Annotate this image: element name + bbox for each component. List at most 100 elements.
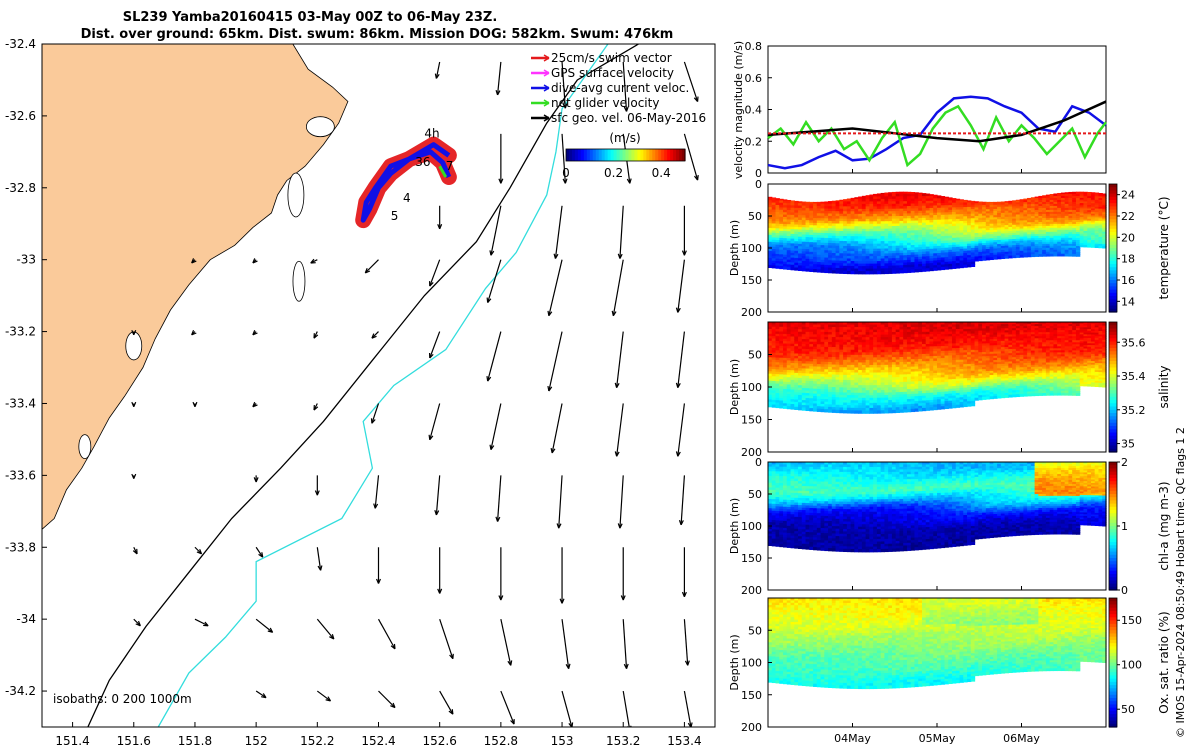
geo-velocity-head: [694, 175, 699, 181]
geo-velocity-vector: [489, 205, 502, 256]
legend-label: sfc geo. vel. 06-May-2016: [551, 111, 706, 125]
geo-velocity-head: [313, 333, 319, 339]
heatmap-y-tick-label: 50: [748, 210, 762, 223]
y-tick-label: -34: [16, 612, 36, 626]
heatmap-cell: [880, 410, 886, 414]
heatmap-cell: [895, 270, 901, 274]
heatmap-cell: [839, 409, 844, 414]
velocity-y-label: velocity magnitude (m/s): [732, 41, 745, 179]
heatmap-colorbar-tick-label: 22: [1121, 210, 1135, 223]
geo-velocity-vector: [675, 403, 686, 457]
geo-velocity-vector: [486, 259, 502, 303]
heatmap-cell: [1008, 255, 1013, 259]
legend-label: dive-avg current veloc.: [551, 81, 689, 95]
heatmap-cell: [1023, 254, 1028, 258]
heatmap-cell: [1060, 253, 1066, 257]
geo-velocity-vector: [495, 61, 502, 96]
heatmap-cell: [824, 269, 829, 274]
heatmap-cell: [1094, 245, 1100, 249]
heatmap-cell: [978, 258, 983, 262]
x-tick-label: 153.2: [606, 734, 640, 748]
coastal-lake-1: [287, 172, 305, 218]
heatmap-cell: [846, 410, 852, 414]
geo-velocity-shaft: [435, 61, 441, 79]
geo-velocity-head: [191, 330, 197, 336]
heatmap-cell: [861, 271, 867, 275]
heatmap-cell: [959, 265, 964, 269]
geo-velocity-shaft: [551, 403, 563, 454]
geo-velocity-head: [562, 103, 568, 109]
geo-velocity-shaft: [364, 259, 379, 274]
heatmap-cell: [906, 409, 912, 413]
geo-velocity-vector: [611, 259, 624, 317]
geo-velocity-shaft: [677, 259, 686, 313]
heatmap-cell: [835, 409, 840, 414]
geo-velocity-head: [131, 330, 137, 336]
geo-velocity-shaft: [616, 403, 624, 457]
heatmap-cell: [790, 267, 795, 271]
heatmap-cell: [813, 408, 818, 412]
geo-velocity-shaft: [371, 403, 380, 424]
heatmap-cell: [944, 266, 949, 270]
heatmap-cell: [831, 270, 837, 274]
heatmap-cell: [779, 266, 784, 270]
heatmap-colorbar-tick-label: 20: [1121, 231, 1135, 244]
x-tick-label: 153.4: [667, 734, 701, 748]
heatmap-cell: [801, 268, 807, 272]
chart-title-line1: SL239 Yamba20160415 03-May 00Z to 06-May…: [123, 10, 498, 25]
velocity-y-tick-label: 0.6: [745, 72, 763, 85]
geo-velocity-shaft: [496, 61, 502, 96]
geo-velocity-vector: [683, 61, 699, 102]
heatmap-cell: [783, 266, 788, 270]
heatmap-cell: [873, 410, 878, 414]
heatmap-cell: [910, 408, 916, 413]
heatmap-cell: [884, 270, 889, 275]
geo-velocity-head: [364, 268, 371, 274]
geo-velocity-vector: [310, 258, 318, 264]
geo-velocity-shaft: [561, 133, 566, 184]
heatmap-cell: [786, 266, 792, 270]
heatmap-cell: [768, 404, 773, 408]
heatmap-cell: [925, 407, 931, 411]
heatmap-cell: [846, 270, 852, 275]
geo-velocity-vector: [547, 259, 563, 317]
heatmap-cell: [816, 408, 822, 412]
isobath-1000m: [157, 44, 609, 727]
geo-velocity-vector: [428, 259, 441, 287]
geo-velocity-head: [495, 90, 501, 96]
geo-velocity-head: [434, 73, 440, 79]
heatmap-cell: [813, 269, 818, 273]
geo-velocity-vector: [675, 331, 686, 388]
geo-velocity-vector: [550, 403, 563, 454]
geo-velocity-vector: [547, 331, 563, 392]
heatmap-cell: [1057, 253, 1062, 257]
heatmap-cell: [929, 267, 934, 272]
x-tick-label: 152.4: [361, 734, 395, 748]
geo-velocity-vector: [191, 258, 197, 264]
heatmap-cell: [831, 409, 837, 413]
geo-velocity-head: [428, 281, 434, 287]
heatmap-cell: [948, 266, 953, 270]
heatmap-cell: [858, 271, 863, 275]
legend-label: 25cm/s swim vector: [551, 51, 672, 65]
heatmap-colorbar-tick-label: 14: [1121, 295, 1135, 308]
velocity-y-tick-label: 0.8: [745, 40, 763, 53]
heatmap-cell: [940, 266, 946, 271]
heatmap-cell: [1079, 244, 1085, 248]
geo-velocity-shaft: [561, 61, 566, 109]
track-label: 5: [391, 209, 399, 223]
heatmap-cell: [985, 257, 991, 261]
geo-velocity-vector: [313, 331, 319, 339]
heatmap-cell: [921, 407, 927, 412]
geo-velocity-head: [437, 224, 443, 230]
geo-velocity-head: [693, 96, 699, 102]
heatmap-cell: [925, 268, 931, 272]
heatmap-cell: [967, 264, 972, 268]
heatmap-cell: [798, 267, 803, 272]
geo-velocity-vector: [681, 205, 687, 256]
chart-title-line2: Dist. over ground: 65km. Dist. swum: 86k…: [81, 27, 674, 42]
geo-velocity-head: [486, 376, 492, 382]
geo-velocity-head: [617, 253, 623, 259]
y-tick-label: -33.4: [5, 396, 36, 410]
